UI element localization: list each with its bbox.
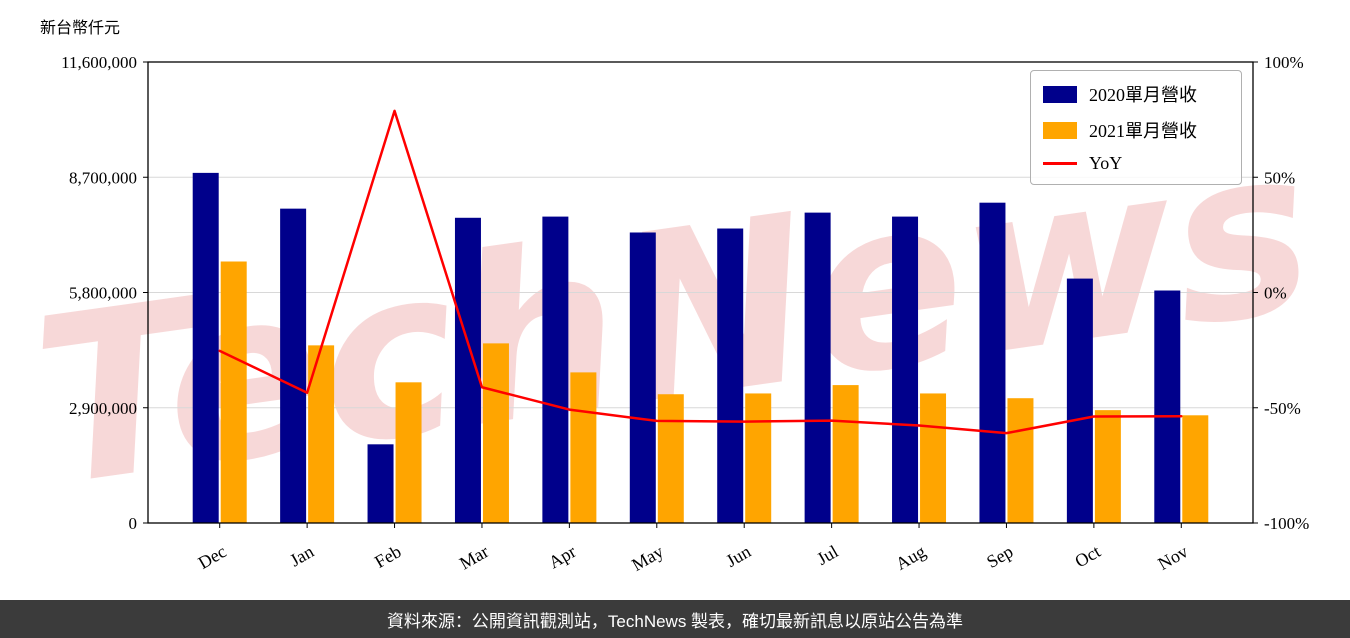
legend-swatch-yoy-line (1043, 162, 1077, 165)
y-axis-unit-label: 新台幣仟元 (40, 20, 121, 37)
left-axis-tick-label: 0 (129, 514, 138, 533)
bar-s0-dec (192, 172, 219, 523)
left-axis-tick-label: 8,700,000 (69, 168, 137, 187)
bar-s0-oct (1066, 278, 1093, 523)
x-axis-tick-label: Jun (723, 541, 755, 571)
legend-item-yoy: YoY (1043, 153, 1229, 174)
bar-s0-aug (892, 216, 919, 523)
bar-s1-jul (832, 385, 859, 523)
bar-s1-oct (1094, 410, 1121, 523)
footer-source-text: 資料來源：公開資訊觀測站，TechNews 製表，確切最新訊息以原站公告為準 (386, 611, 964, 631)
left-axis-tick-label: 11,600,000 (61, 53, 137, 72)
bar-s1-jan (308, 345, 335, 523)
right-axis-tick-label: 0% (1264, 284, 1287, 303)
x-axis-tick-label: Feb (371, 541, 404, 572)
x-axis-tick-label: Jan (286, 541, 317, 570)
bar-s1-apr (570, 372, 597, 523)
bar-s0-jun (717, 228, 744, 524)
legend-label-2021: 2021單月營收 (1089, 121, 1197, 141)
bar-series-1 (220, 261, 1209, 523)
legend-swatch-2021 (1043, 121, 1077, 139)
bar-series-0 (192, 172, 1181, 524)
legend: 2020單月營收 2021單月營收 YoY (1030, 70, 1242, 185)
bar-s1-feb (395, 382, 422, 523)
right-axis-tick-label: -50% (1264, 399, 1301, 418)
legend-label-2020: 2020單月營收 (1089, 85, 1197, 105)
bar-s0-feb (367, 444, 394, 523)
right-axis: -100% -50% 0% 50% 100% (1253, 53, 1309, 533)
left-axis-tick-label: 2,900,000 (69, 399, 137, 418)
right-axis-tick-label: 100% (1264, 53, 1304, 72)
yoy-line (218, 109, 1183, 435)
left-axis-tick-label: 5,800,000 (69, 284, 137, 303)
bar-s0-nov (1154, 290, 1181, 523)
bar-s1-sep (1007, 398, 1034, 523)
bar-s1-dec (220, 261, 247, 523)
right-axis-tick-label: -100% (1264, 514, 1309, 533)
legend-item-2020: 2020單月營收 (1043, 81, 1229, 107)
x-axis-tick-label: Sep (983, 541, 1016, 572)
bar-s1-nov (1182, 415, 1209, 523)
x-axis-tick-label: Apr (545, 541, 579, 572)
legend-label-yoy: YoY (1089, 153, 1123, 173)
left-axis: 0 2,900,000 5,800,000 8,700,000 11,600,000 (61, 53, 148, 533)
x-axis-tick-label: Nov (1154, 541, 1191, 574)
bar-s1-jun (745, 393, 772, 523)
x-axis-tick-label: Aug (892, 541, 929, 574)
x-axis-tick-label: Jul (813, 541, 841, 569)
bar-s1-mar (482, 343, 509, 523)
bar-s0-may (629, 232, 656, 523)
legend-swatch-2020 (1043, 85, 1077, 103)
bar-s1-may (657, 394, 684, 523)
x-axis-tick-label: Oct (1071, 541, 1104, 571)
x-axis-tick-label: May (628, 541, 667, 575)
x-axis-tick-label: Dec (195, 541, 230, 573)
x-axis-tick-label: Mar (456, 541, 492, 573)
bar-s0-apr (542, 216, 569, 523)
right-axis-tick-label: 50% (1264, 168, 1295, 187)
bar-s0-sep (979, 202, 1006, 523)
bar-s0-jan (280, 208, 307, 523)
bar-s0-jul (804, 212, 831, 524)
x-axis: Dec Jan Feb Mar Apr May Jun Jul Aug Sep Oct Nov (195, 523, 1191, 575)
footer-bar: 資料來源：公開資訊觀測站，TechNews 製表，確切最新訊息以原站公告為準 (0, 600, 1350, 638)
legend-item-2021: 2021單月營收 (1043, 117, 1229, 143)
bar-s1-aug (920, 393, 947, 523)
chart-area: TechNews 0 2,900,000 5,800,000 8,700,000 11,6… (21, 20, 1327, 575)
